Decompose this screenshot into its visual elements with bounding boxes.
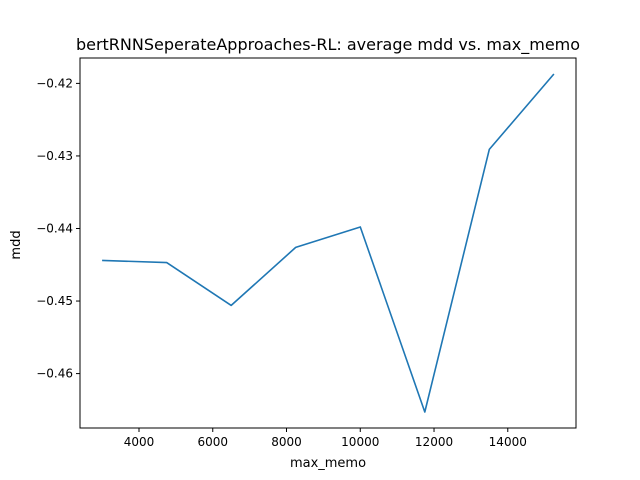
y-tick-label: −0.46 <box>36 367 73 381</box>
x-tick-label: 4000 <box>124 435 155 449</box>
y-axis-label: mdd <box>9 230 24 259</box>
x-tick-label: 8000 <box>271 435 302 449</box>
y-tick-label: −0.42 <box>36 76 73 90</box>
chart-title: bertRNNSeperateApproaches-RL: average md… <box>76 35 580 55</box>
y-tick-label: −0.45 <box>36 294 73 308</box>
plot-frame <box>79 57 577 429</box>
plot-area <box>79 57 577 429</box>
x-axis-label: max_memo <box>290 456 366 471</box>
x-tick-label: 6000 <box>197 435 228 449</box>
x-tick-label: 10000 <box>341 435 379 449</box>
y-axis-ticks: −0.46 −0.45 −0.44 −0.43 −0.42 <box>36 76 80 381</box>
x-tick-label: 14000 <box>489 435 527 449</box>
y-tick-label: −0.43 <box>36 149 73 163</box>
series-line-0 <box>102 73 555 413</box>
x-axis-ticks: 4000 6000 8000 10000 12000 14000 <box>124 428 527 449</box>
x-tick-label: 12000 <box>415 435 453 449</box>
y-tick-label: −0.44 <box>36 221 73 235</box>
